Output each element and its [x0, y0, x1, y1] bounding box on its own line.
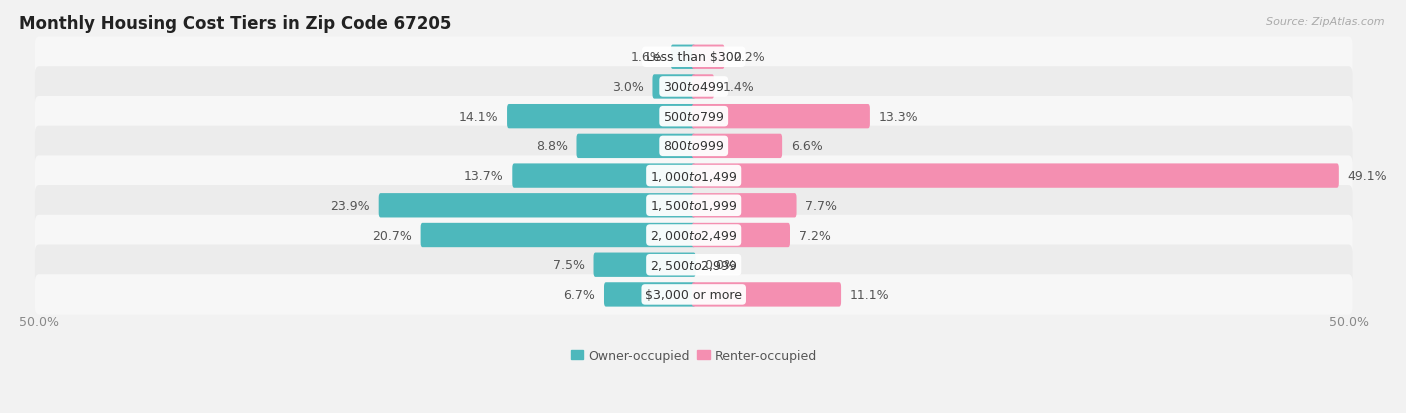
Text: $800 to $999: $800 to $999 [664, 140, 724, 153]
Text: 8.8%: 8.8% [536, 140, 568, 153]
FancyBboxPatch shape [692, 105, 870, 129]
FancyBboxPatch shape [35, 126, 1353, 167]
Text: $300 to $499: $300 to $499 [664, 81, 724, 94]
Text: 7.5%: 7.5% [553, 259, 585, 272]
FancyBboxPatch shape [692, 134, 782, 159]
Text: $1,000 to $1,499: $1,000 to $1,499 [650, 169, 738, 183]
Text: Source: ZipAtlas.com: Source: ZipAtlas.com [1267, 17, 1385, 26]
FancyBboxPatch shape [692, 194, 797, 218]
Text: 0.0%: 0.0% [704, 259, 737, 272]
Text: $500 to $799: $500 to $799 [664, 110, 724, 123]
FancyBboxPatch shape [605, 282, 696, 307]
Text: 13.3%: 13.3% [879, 110, 918, 123]
FancyBboxPatch shape [512, 164, 696, 188]
Text: $2,000 to $2,499: $2,000 to $2,499 [650, 228, 738, 242]
Text: $2,500 to $2,999: $2,500 to $2,999 [650, 258, 738, 272]
FancyBboxPatch shape [35, 185, 1353, 226]
Text: $3,000 or more: $3,000 or more [645, 288, 742, 301]
Text: 7.2%: 7.2% [799, 229, 831, 242]
Text: 3.0%: 3.0% [612, 81, 644, 94]
Legend: Owner-occupied, Renter-occupied: Owner-occupied, Renter-occupied [571, 349, 817, 362]
Text: 49.1%: 49.1% [1347, 170, 1386, 183]
FancyBboxPatch shape [692, 223, 790, 247]
Text: 1.4%: 1.4% [723, 81, 754, 94]
FancyBboxPatch shape [652, 75, 696, 100]
FancyBboxPatch shape [671, 45, 696, 70]
Text: 6.6%: 6.6% [790, 140, 823, 153]
Text: 11.1%: 11.1% [849, 288, 889, 301]
FancyBboxPatch shape [35, 245, 1353, 285]
Text: Monthly Housing Cost Tiers in Zip Code 67205: Monthly Housing Cost Tiers in Zip Code 6… [20, 15, 451, 33]
FancyBboxPatch shape [593, 253, 696, 277]
Text: 20.7%: 20.7% [373, 229, 412, 242]
FancyBboxPatch shape [692, 164, 1339, 188]
Text: 6.7%: 6.7% [564, 288, 596, 301]
FancyBboxPatch shape [35, 275, 1353, 315]
FancyBboxPatch shape [35, 97, 1353, 137]
FancyBboxPatch shape [420, 223, 696, 247]
FancyBboxPatch shape [576, 134, 696, 159]
FancyBboxPatch shape [35, 38, 1353, 78]
FancyBboxPatch shape [508, 105, 696, 129]
FancyBboxPatch shape [692, 75, 714, 100]
Text: $1,500 to $1,999: $1,500 to $1,999 [650, 199, 738, 213]
Text: 14.1%: 14.1% [458, 110, 499, 123]
Text: 23.9%: 23.9% [330, 199, 370, 212]
Text: Less than $300: Less than $300 [645, 51, 741, 64]
Text: 2.2%: 2.2% [733, 51, 765, 64]
FancyBboxPatch shape [378, 194, 696, 218]
Text: 7.7%: 7.7% [806, 199, 837, 212]
FancyBboxPatch shape [35, 156, 1353, 196]
FancyBboxPatch shape [35, 67, 1353, 107]
FancyBboxPatch shape [692, 45, 724, 70]
FancyBboxPatch shape [35, 215, 1353, 256]
FancyBboxPatch shape [692, 282, 841, 307]
Text: 1.6%: 1.6% [630, 51, 662, 64]
Text: 13.7%: 13.7% [464, 170, 503, 183]
